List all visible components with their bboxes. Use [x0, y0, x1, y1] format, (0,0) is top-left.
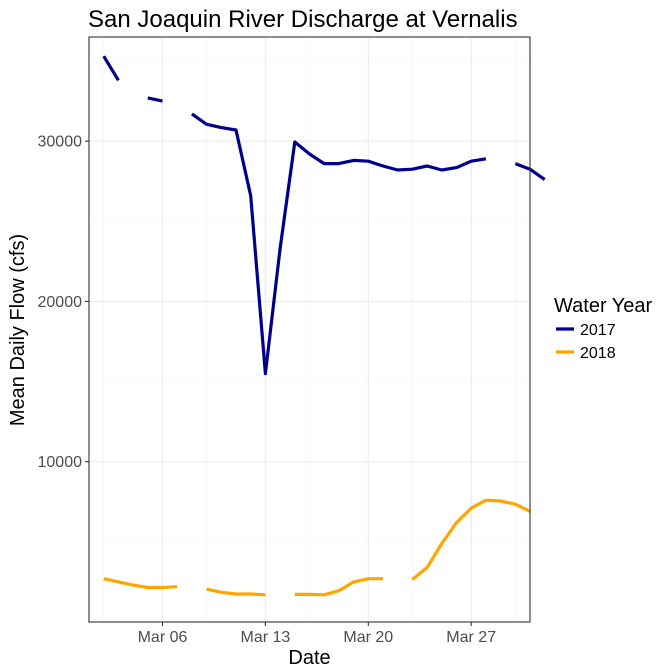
- y-tick-label: 30000: [38, 134, 83, 151]
- chart-title: San Joaquin River Discharge at Vernalis: [88, 6, 518, 33]
- y-tick-label: 20000: [38, 294, 83, 311]
- series-2017-line-segment-3: [190, 112, 487, 376]
- series-2018-line-segment-4: [411, 498, 531, 581]
- y-axis-title: Mean Daily Flow (cfs): [7, 234, 29, 426]
- plot-panel: [88, 36, 531, 623]
- series-2018-line-segment-3: [294, 577, 383, 597]
- legend-label-2018: 2018: [580, 345, 616, 362]
- y-axis: 10000 20000 30000: [38, 134, 89, 471]
- legend: Water Year 2017 2018: [554, 295, 653, 362]
- series-2018-line-segment-2: [206, 587, 266, 597]
- series-2017-line-segment-1: [102, 55, 120, 82]
- y-tick-label: 10000: [38, 454, 83, 471]
- x-tick-label: Mar 13: [241, 629, 291, 646]
- series-2017-line-segment-2: [147, 96, 163, 103]
- legend-label-2017: 2017: [580, 322, 616, 339]
- grid: [89, 37, 530, 622]
- x-axis-title: Date: [288, 647, 330, 669]
- x-tick-label: Mar 06: [138, 629, 188, 646]
- x-tick-label: Mar 20: [343, 629, 393, 646]
- legend-title: Water Year: [554, 295, 653, 317]
- x-tick-label: Mar 27: [446, 629, 496, 646]
- series-2018-line-segment-1: [103, 577, 178, 590]
- x-axis: Mar 06 Mar 13 Mar 20 Mar 27: [138, 622, 496, 646]
- series-lines: [102, 55, 546, 597]
